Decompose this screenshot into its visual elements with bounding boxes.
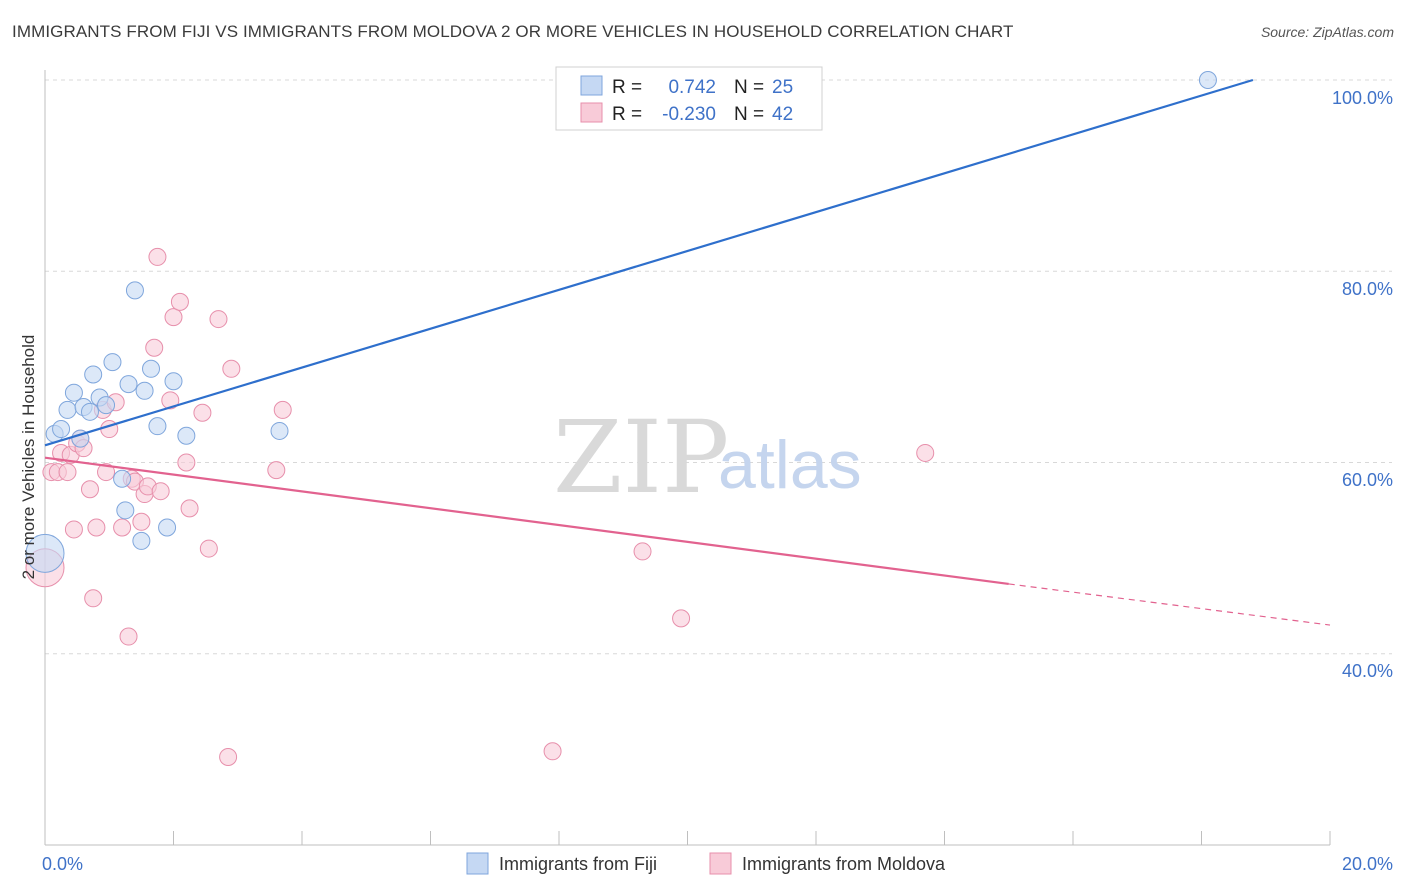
moldova-point <box>64 520 83 539</box>
moldova-point <box>164 308 183 327</box>
moldova-r-value: -0.230 <box>662 104 716 125</box>
fiji-point <box>158 518 177 537</box>
watermark-zip: ZIP <box>553 399 729 516</box>
gridlines <box>45 79 1392 655</box>
source-label: Source: ZipAtlas.com <box>1260 24 1394 40</box>
moldova-point <box>177 453 196 472</box>
stats-legend: R = 0.742 N = 25 R = -0.230 N = 42 <box>555 66 823 131</box>
moldova-point <box>193 403 212 422</box>
watermark-atlas: atlas <box>718 427 862 503</box>
moldova-n-label: N = <box>734 104 764 125</box>
fiji-n-value: 25 <box>772 77 793 98</box>
moldova-point <box>170 292 189 311</box>
fiji-point <box>113 469 132 488</box>
fiji-legend-swatch <box>580 75 603 96</box>
y-tick-label-60: 60.0% <box>1342 470 1393 490</box>
moldova-point <box>113 518 132 537</box>
moldova-point <box>180 499 199 518</box>
fiji-point <box>116 501 135 520</box>
fiji-point <box>132 531 151 550</box>
moldova-r-label: R = <box>612 104 642 125</box>
fiji-point <box>64 383 83 402</box>
fiji-point <box>164 372 183 391</box>
moldova-n-value: 42 <box>772 104 793 125</box>
fiji-point <box>119 375 138 394</box>
moldova-point <box>916 443 935 462</box>
moldova-point <box>84 589 103 608</box>
moldova-point <box>543 742 562 761</box>
fiji-point <box>25 533 65 573</box>
moldova-point <box>199 539 218 558</box>
scatter-points <box>25 71 1217 767</box>
moldova-point <box>97 463 116 482</box>
moldova-point <box>145 338 164 357</box>
moldova-point <box>87 518 106 537</box>
moldova-legend-swatch <box>580 102 603 123</box>
fiji-point <box>1198 71 1217 89</box>
legend-label-fiji: Immigrants from Fiji <box>499 854 657 874</box>
fiji-point <box>84 365 103 384</box>
moldova-point <box>132 512 151 531</box>
fiji-point <box>177 426 196 445</box>
moldova-point <box>209 310 228 329</box>
moldova-point <box>222 359 241 378</box>
moldova-point <box>267 461 286 480</box>
legend-label-moldova: Immigrants from Moldova <box>742 854 946 874</box>
y-tick-label-100: 100.0% <box>1332 88 1393 108</box>
fiji-point <box>103 353 122 372</box>
moldova-point <box>58 463 77 482</box>
fiji-point <box>58 400 77 419</box>
fiji-r-value: 0.742 <box>668 77 716 98</box>
moldova-point <box>148 247 167 266</box>
moldova-point <box>161 391 180 410</box>
fiji-n-label: N = <box>734 77 764 98</box>
legend-swatch-fiji <box>466 852 489 875</box>
y-axis-title: 2 or more Vehicles in Household <box>19 335 38 580</box>
fiji-point <box>125 281 144 300</box>
moldova-point <box>151 482 170 501</box>
fiji-point <box>80 402 99 421</box>
trend-lines <box>44 78 1331 626</box>
moldova-trend-line <box>44 456 1009 586</box>
moldova-point <box>119 627 138 646</box>
fiji-point <box>97 396 116 415</box>
x-tick-label-max: 20.0% <box>1342 854 1393 874</box>
x-tick-marks <box>173 831 1331 845</box>
moldova-point <box>80 480 99 499</box>
series-legend: Immigrants from Fiji Immigrants from Mol… <box>466 852 946 875</box>
chart-title: IMMIGRANTS FROM FIJI VS IMMIGRANTS FROM … <box>12 22 1014 41</box>
y-tick-label-40: 40.0% <box>1342 661 1393 681</box>
moldova-point <box>219 748 238 767</box>
fiji-trend-line <box>44 78 1254 447</box>
moldova-point <box>633 542 652 561</box>
fiji-point <box>135 381 154 400</box>
x-tick-label-min: 0.0% <box>42 854 83 874</box>
fiji-point <box>148 417 167 436</box>
moldova-point <box>672 609 691 628</box>
y-tick-label-80: 80.0% <box>1342 279 1393 299</box>
fiji-point <box>52 420 71 439</box>
legend-swatch-moldova <box>709 852 732 875</box>
fiji-point <box>270 421 289 440</box>
fiji-point <box>142 359 161 378</box>
moldova-point <box>273 400 292 419</box>
fiji-r-label: R = <box>612 77 642 98</box>
moldova-trend-extension <box>1008 583 1331 626</box>
